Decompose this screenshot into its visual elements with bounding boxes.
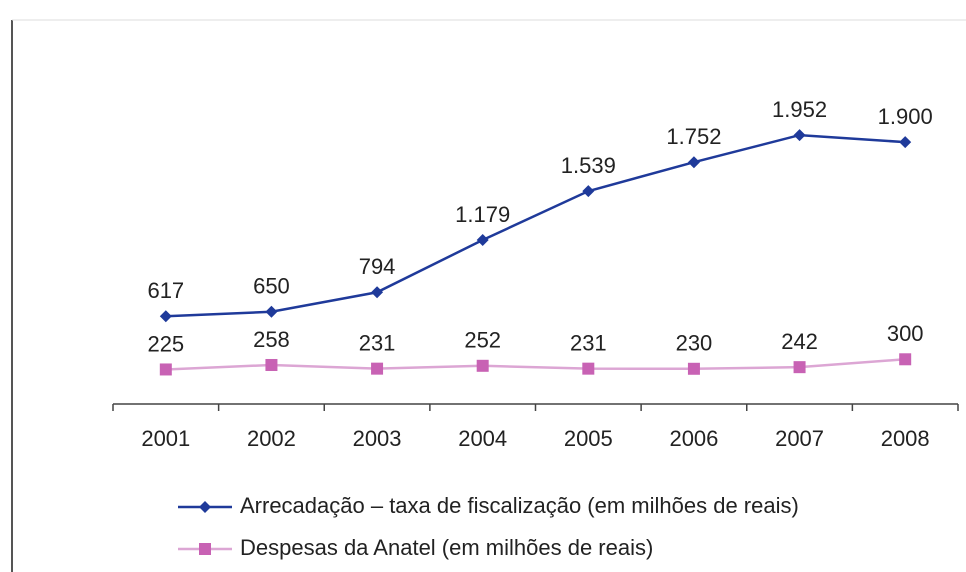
marker — [371, 362, 384, 375]
data-label: 650 — [253, 274, 290, 299]
marker — [265, 305, 278, 318]
data-label: 1.179 — [455, 202, 510, 227]
data-label: 231 — [570, 330, 607, 355]
data-label: 1.539 — [561, 153, 616, 178]
data-label: 258 — [253, 327, 290, 352]
legend-label: Arrecadação – taxa de fiscalização (em m… — [240, 493, 799, 518]
series-line — [165, 133, 906, 318]
x-tick-label: 2007 — [775, 426, 824, 451]
marker — [793, 361, 806, 374]
marker — [582, 185, 595, 198]
data-label: 1.752 — [666, 124, 721, 149]
marker — [371, 286, 384, 299]
marker — [199, 501, 211, 513]
marker — [899, 136, 912, 149]
x-tick-label: 2006 — [669, 426, 718, 451]
x-tick-label: 2004 — [458, 426, 507, 451]
marker — [476, 359, 489, 372]
data-label: 242 — [781, 329, 818, 354]
data-label: 794 — [359, 254, 396, 279]
legend-label: Despesas da Anatel (em milhões de reais) — [240, 535, 653, 560]
marker — [159, 363, 172, 376]
x-tick-label: 2005 — [564, 426, 613, 451]
series-line — [165, 358, 906, 371]
data-label: 230 — [676, 331, 713, 356]
marker — [199, 543, 211, 555]
x-tick-label: 2002 — [247, 426, 296, 451]
x-tick-label: 2003 — [353, 426, 402, 451]
marker — [476, 233, 489, 246]
x-tick-label: 2001 — [141, 426, 190, 451]
data-label: 225 — [147, 331, 184, 356]
marker — [159, 310, 172, 323]
marker — [899, 353, 912, 366]
data-label: 252 — [464, 328, 501, 353]
data-label: 1.952 — [772, 97, 827, 122]
marker — [687, 156, 700, 169]
marker — [793, 129, 806, 142]
data-label: 1.900 — [878, 104, 933, 129]
marker — [582, 362, 595, 375]
data-label: 617 — [147, 278, 184, 303]
x-tick-label: 2008 — [881, 426, 930, 451]
marker — [265, 358, 278, 371]
data-label: 231 — [359, 330, 396, 355]
marker — [687, 362, 700, 375]
data-label: 300 — [887, 321, 924, 346]
